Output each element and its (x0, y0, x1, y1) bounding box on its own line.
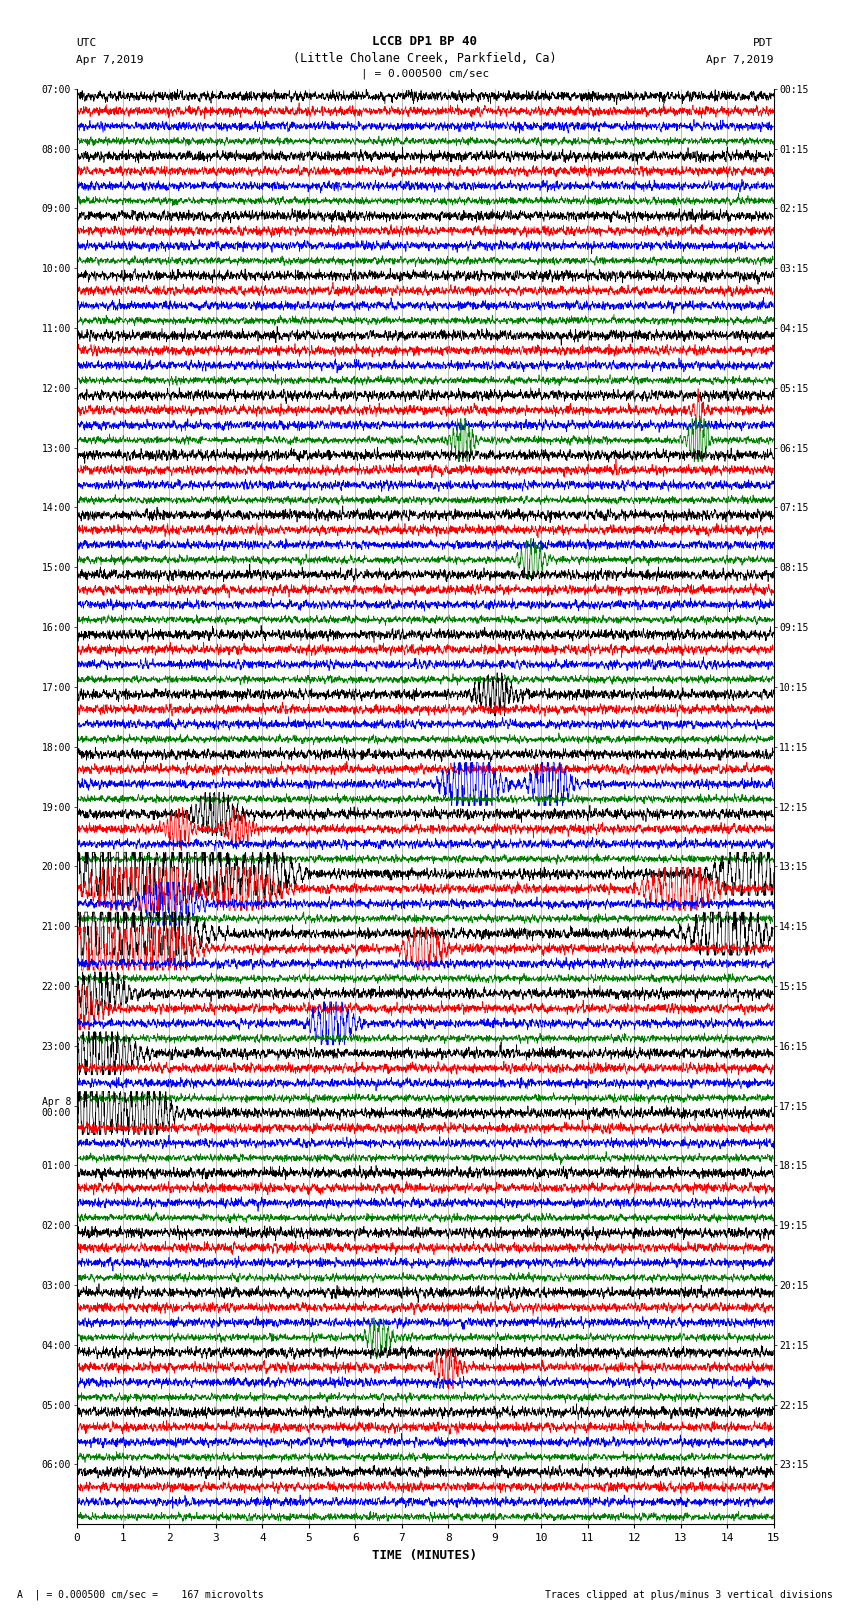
Text: Apr 7,2019: Apr 7,2019 (706, 55, 774, 65)
Text: (Little Cholane Creek, Parkfield, Ca): (Little Cholane Creek, Parkfield, Ca) (293, 52, 557, 65)
Text: Apr 7,2019: Apr 7,2019 (76, 55, 144, 65)
Text: A  | = 0.000500 cm/sec =    167 microvolts: A | = 0.000500 cm/sec = 167 microvolts (17, 1589, 264, 1600)
X-axis label: TIME (MINUTES): TIME (MINUTES) (372, 1548, 478, 1561)
Text: | = 0.000500 cm/sec: | = 0.000500 cm/sec (361, 68, 489, 79)
Text: LCCB DP1 BP 40: LCCB DP1 BP 40 (372, 35, 478, 48)
Text: Traces clipped at plus/minus 3 vertical divisions: Traces clipped at plus/minus 3 vertical … (545, 1590, 833, 1600)
Text: UTC: UTC (76, 39, 97, 48)
Text: PDT: PDT (753, 39, 774, 48)
